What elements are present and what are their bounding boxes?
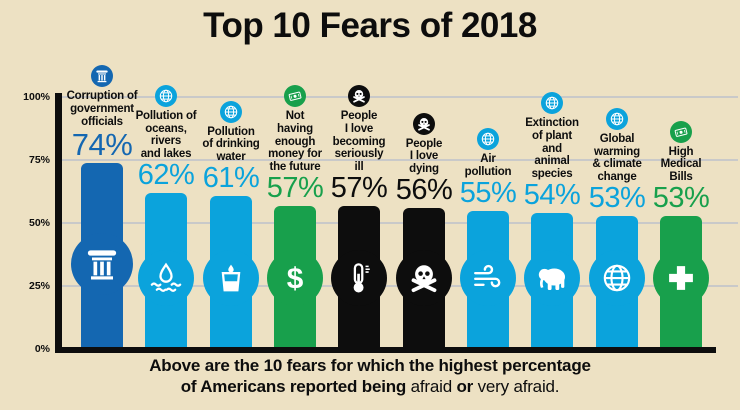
globe-icon [541,92,563,115]
dollar-icon: $ [278,261,312,295]
bar-icon-circle [460,250,516,306]
fear-label: Corruption of government officials [66,90,138,128]
caption-line-1: Above are the 10 fears for which the hig… [149,356,591,375]
skull-icon [348,85,370,108]
fear-percentage: 54% [523,179,581,212]
globe-icon [155,84,177,107]
fear-label: People I love dying [405,137,443,175]
fear-column-header: Global warming & climate change 53% [571,107,663,215]
bar-icon-circle [396,250,452,306]
fear-label: Global warming & climate change [592,132,642,183]
caption-segment: of Americans reported being [180,377,411,397]
gridline-100 [62,96,738,98]
svg-text:$: $ [287,263,304,295]
fear-label: Extinction of plant and animal species [525,117,579,180]
fear-percentage: 62% [137,159,195,192]
fear-column-header: Air pollution 55% [442,128,534,209]
caption-line-2: of Americans reported being afraid or ve… [0,376,740,397]
y-axis-tick-100: 100% [23,91,50,103]
bar-icon-circle: $ [267,250,323,306]
globe-icon [606,107,628,130]
wind-icon [471,261,505,295]
skull-icon [413,112,435,135]
bar-icon-circle [138,250,194,306]
bar-icon-circle [203,250,259,306]
y-axis-line [55,93,62,353]
water-icon [149,261,183,295]
skull-icon [407,261,441,295]
fear-percentage: 57% [266,172,324,205]
column-icon [82,244,122,284]
fear-column-header: People I love dying 56% [378,112,470,207]
fear-label: Not having enough money for the future [268,110,322,173]
thermometer-icon [342,261,376,295]
fear-column-header: Pollution of drinking water 61% [185,100,277,195]
money-icon [284,85,306,108]
cross-icon [664,261,698,295]
page-title: Top 10 Fears of 2018 [203,6,537,45]
fear-label: Air pollution [464,153,512,178]
fear-column-header: Extinction of plant and animal species 54… [506,92,598,211]
globe-icon [220,100,242,123]
bar-icon-circle [524,250,580,306]
fear-column-header: People I love becoming seriously ill 57% [313,85,405,204]
money-icon [670,120,692,143]
fear-column-header: Corruption of government officials 74% [56,65,148,161]
y-axis-tick-0: 0% [34,343,50,355]
fear-percentage: 53% [652,182,710,215]
gridline-75 [62,159,738,161]
y-axis-tick-50: 50% [28,217,50,229]
fear-percentage: 53% [588,182,646,215]
fear-column-header: High Medical Bills 53% [635,120,727,215]
fear-column-header: Not having enough money for the future 57… [249,85,341,204]
bar-icon-circle [653,250,709,306]
caption-segment: afraid [410,377,457,397]
fear-percentage: 55% [459,177,517,210]
fear-label: High Medical Bills [660,145,702,183]
caption-segment: very afraid. [477,377,560,397]
caption-segment: or [456,377,478,397]
fear-percentage: 56% [395,174,453,207]
y-axis-tick-25: 25% [28,280,50,292]
fear-label: People I love becoming seriously ill [332,110,386,173]
globe-icon [477,128,499,151]
bar-icon-circle [331,250,387,306]
fear-percentage: 61% [202,162,260,195]
x-axis-line [55,347,716,353]
caption: Above are the 10 fears for which the hig… [0,355,740,397]
elephant-icon [535,261,569,295]
gridline-50 [62,222,738,224]
fear-percentage: 57% [330,172,388,205]
fear-label: Pollution of oceans, rivers and lakes [135,109,197,160]
bar-icon-circle [589,250,645,306]
column-icon [91,65,113,88]
globe-icon [600,261,634,295]
y-axis-tick-75: 75% [28,154,50,166]
bar-icon-circle [71,233,133,295]
glass-icon [214,261,248,295]
fear-label: Pollution of drinking water [202,125,260,163]
fear-column-header: Pollution of oceans, rivers and lakes 62% [120,84,212,192]
fear-percentage: 74% [71,127,133,163]
